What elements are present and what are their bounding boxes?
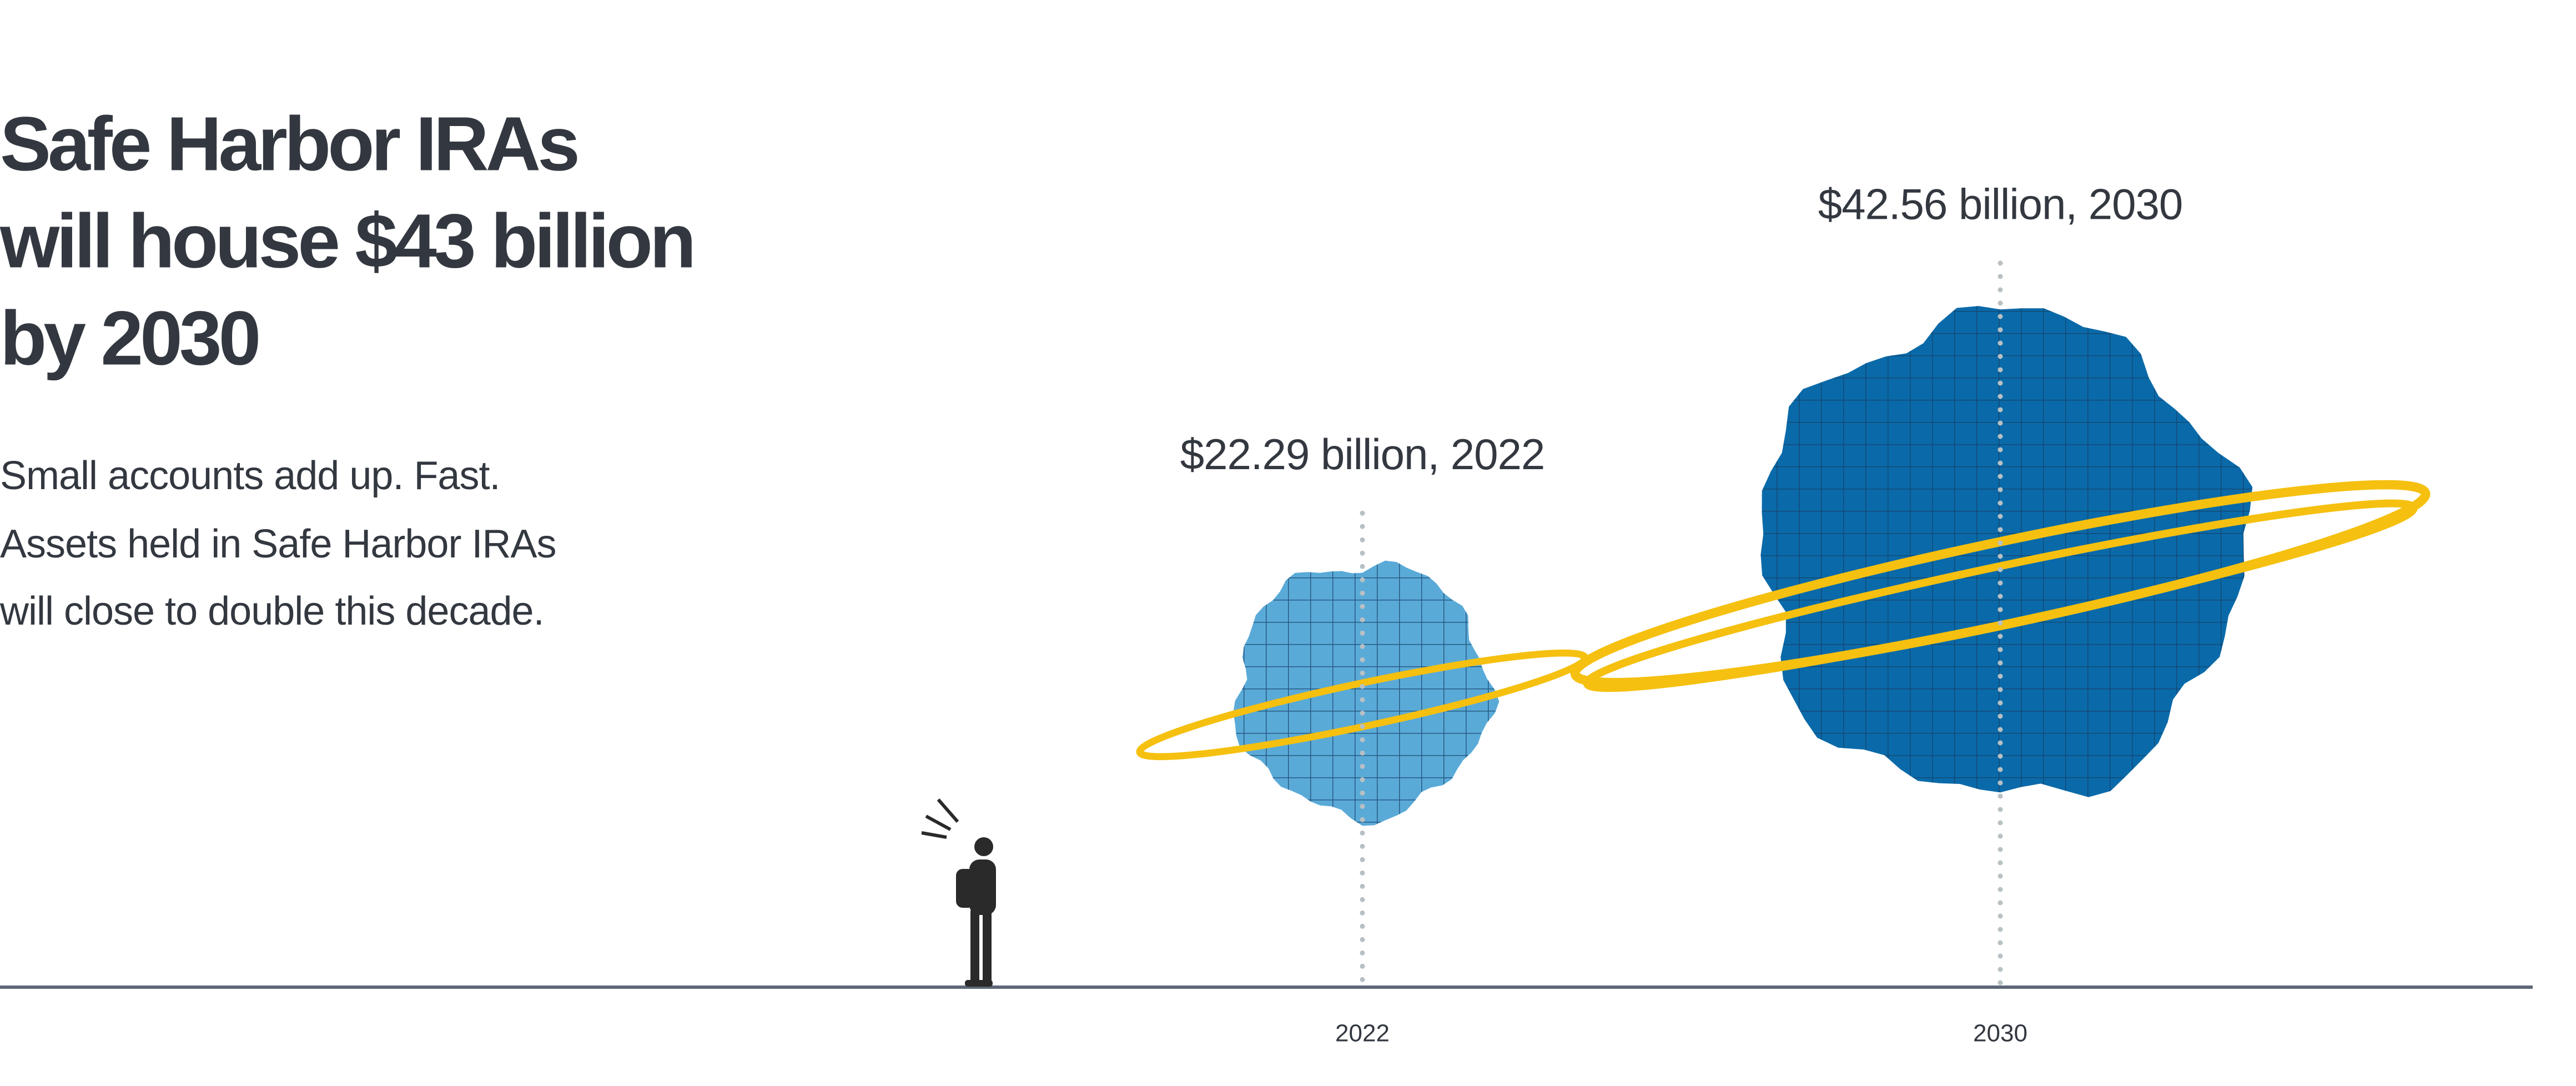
subtitle: Small accounts add up. Fast. xyxy=(0,454,500,498)
x-tick-label: 2030 xyxy=(1973,1020,2027,1047)
chart-title: Safe Harbor IRAs xyxy=(0,101,577,187)
chart-title: by 2030 xyxy=(0,295,259,381)
title-block: Safe Harbor IRAs will house $43 billion … xyxy=(0,101,696,634)
x-tick-label: 2022 xyxy=(1335,1020,1390,1047)
planet xyxy=(1136,560,1589,826)
planet xyxy=(1570,306,2431,797)
planet-ring xyxy=(1583,499,2418,692)
person xyxy=(921,798,996,987)
subtitle: Assets held in Safe Harbor IRAs xyxy=(0,522,556,566)
planet-grid xyxy=(1760,306,2253,797)
planet-grid xyxy=(1233,560,1500,826)
subtitle: will close to double this decade. xyxy=(0,589,544,634)
value-label: $42.56 billion, 2030 xyxy=(1818,180,2183,229)
value-label: $22.29 billion, 2022 xyxy=(1180,430,1545,479)
chart-title: will house $43 billion xyxy=(0,198,693,284)
